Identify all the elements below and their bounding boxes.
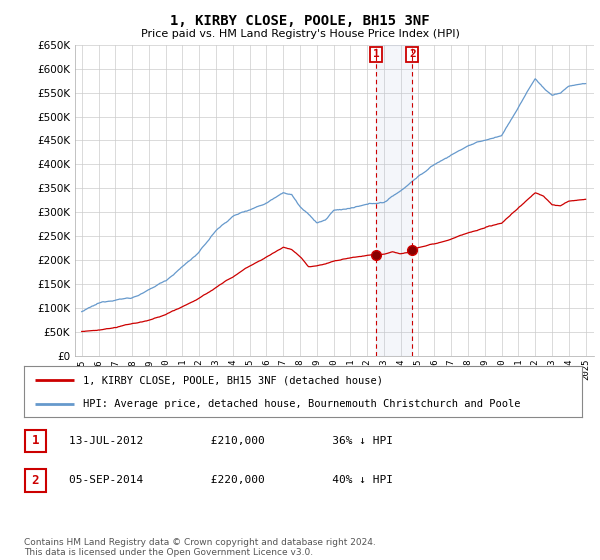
Text: 1: 1 (32, 435, 39, 447)
Text: 1: 1 (373, 49, 380, 59)
Text: 1, KIRBY CLOSE, POOLE, BH15 3NF (detached house): 1, KIRBY CLOSE, POOLE, BH15 3NF (detache… (83, 375, 383, 385)
Text: 05-SEP-2014          £220,000          40% ↓ HPI: 05-SEP-2014 £220,000 40% ↓ HPI (69, 475, 393, 485)
Bar (376, 45, 412, 356)
Text: 2: 2 (409, 49, 416, 59)
Text: Contains HM Land Registry data © Crown copyright and database right 2024.
This d: Contains HM Land Registry data © Crown c… (24, 538, 376, 557)
Text: HPI: Average price, detached house, Bournemouth Christchurch and Poole: HPI: Average price, detached house, Bour… (83, 399, 520, 409)
Text: 2: 2 (32, 474, 39, 487)
Text: Price paid vs. HM Land Registry's House Price Index (HPI): Price paid vs. HM Land Registry's House … (140, 29, 460, 39)
Text: 13-JUL-2012          £210,000          36% ↓ HPI: 13-JUL-2012 £210,000 36% ↓ HPI (69, 436, 393, 446)
Text: 1, KIRBY CLOSE, POOLE, BH15 3NF: 1, KIRBY CLOSE, POOLE, BH15 3NF (170, 14, 430, 28)
